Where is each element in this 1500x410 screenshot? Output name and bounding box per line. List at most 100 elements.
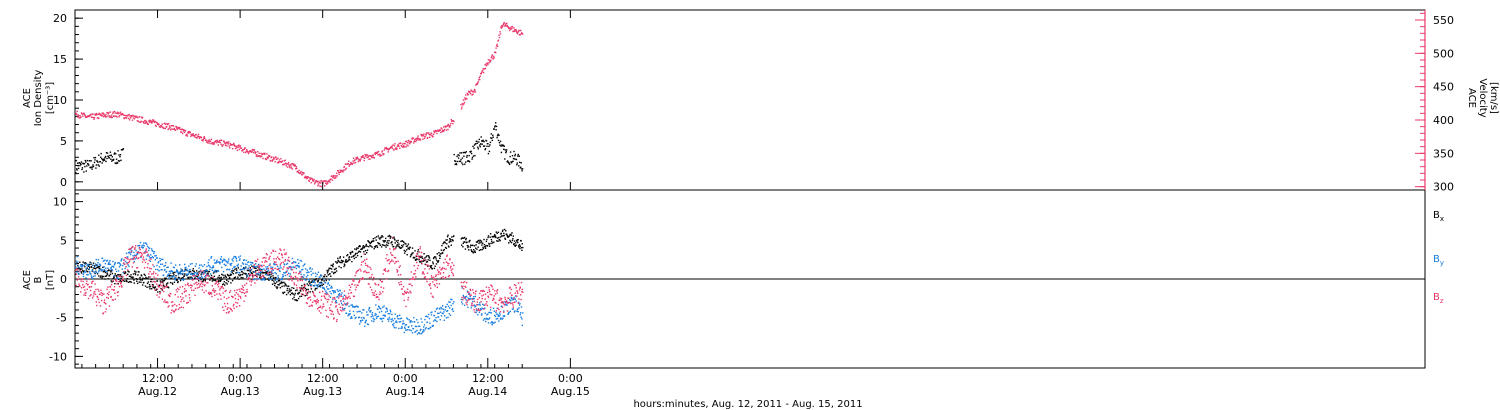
density-point xyxy=(490,137,492,139)
velocity-point xyxy=(243,151,245,153)
by-point xyxy=(243,269,246,271)
by-point xyxy=(387,320,390,322)
velocity-point xyxy=(405,140,408,142)
bx-point xyxy=(218,279,220,282)
velocity-point xyxy=(154,120,156,123)
bz-point xyxy=(502,302,505,304)
by-point xyxy=(366,323,369,325)
bx-point xyxy=(372,240,374,243)
bz-point xyxy=(423,273,425,275)
bz-point xyxy=(472,292,475,294)
by-point xyxy=(275,263,277,266)
velocity-point xyxy=(127,114,129,116)
velocity-point xyxy=(105,113,107,116)
by-point xyxy=(520,312,522,314)
by-point xyxy=(417,325,419,328)
bz-point xyxy=(287,267,289,270)
velocity-point xyxy=(427,136,429,139)
by-point xyxy=(301,269,303,271)
by-point xyxy=(98,263,101,265)
bx-point xyxy=(135,271,137,273)
bz-point xyxy=(111,299,114,301)
velocity-point xyxy=(285,165,287,167)
by-point xyxy=(506,304,508,306)
by-point xyxy=(385,311,387,313)
bz-point xyxy=(303,288,305,290)
bx-point xyxy=(241,273,244,276)
velocity-point xyxy=(173,127,176,130)
velocity-point xyxy=(182,130,185,132)
by-point xyxy=(182,279,185,281)
density-point xyxy=(85,161,87,163)
bz-point xyxy=(489,293,491,296)
by-point xyxy=(142,246,145,249)
by-point xyxy=(381,317,383,320)
bz-point xyxy=(359,268,361,270)
bx-point xyxy=(508,234,511,236)
velocity-point xyxy=(256,154,258,156)
bx-point xyxy=(320,281,322,283)
bz-point xyxy=(496,290,498,292)
bx-point xyxy=(293,287,295,289)
velocity-point xyxy=(270,159,272,162)
bx-point xyxy=(184,268,187,271)
velocity-point xyxy=(491,54,493,56)
by-point xyxy=(397,318,400,320)
velocity-point xyxy=(131,119,134,121)
bx-point xyxy=(154,286,157,288)
bz-point xyxy=(143,267,146,269)
bz-point xyxy=(506,302,508,304)
by-point xyxy=(372,315,374,317)
velocity-point xyxy=(76,110,78,113)
velocity-point xyxy=(217,140,219,143)
bx-point xyxy=(510,233,512,235)
bx-point xyxy=(324,274,326,276)
bz-point xyxy=(197,278,199,280)
velocity-point xyxy=(319,182,322,184)
velocity-point xyxy=(500,26,502,28)
by-point xyxy=(522,312,524,314)
bz-point xyxy=(99,293,101,296)
density-point xyxy=(101,162,103,164)
velocity-point xyxy=(82,115,84,117)
bz-point xyxy=(188,297,191,299)
by-point xyxy=(393,322,395,325)
velocity-point xyxy=(451,120,453,122)
bx-point xyxy=(387,235,389,238)
bx-point xyxy=(161,279,163,281)
bx-point xyxy=(271,283,274,285)
bz-point xyxy=(467,299,469,301)
by-point xyxy=(353,314,355,317)
by-point xyxy=(411,325,413,327)
legend-bx: Bx xyxy=(1433,210,1444,223)
bz-point xyxy=(495,310,497,312)
bz-point xyxy=(333,296,336,299)
bz-point xyxy=(280,249,282,251)
density-point xyxy=(481,143,483,145)
bx-point xyxy=(349,259,351,261)
velocity-point xyxy=(319,185,321,187)
by-point xyxy=(400,317,403,319)
by-point xyxy=(202,265,204,267)
by-point xyxy=(272,272,274,275)
by-point xyxy=(172,275,174,277)
velocity-point xyxy=(508,29,511,32)
by-point xyxy=(211,267,213,269)
by-point xyxy=(214,271,217,273)
bz-point xyxy=(166,301,168,303)
velocity-point xyxy=(286,163,288,165)
bx-point xyxy=(509,241,512,243)
bz-point xyxy=(206,282,208,284)
by-point xyxy=(499,318,502,320)
by-point xyxy=(91,277,94,280)
bx-point xyxy=(153,286,155,289)
density-point xyxy=(497,139,500,142)
bx-point xyxy=(399,246,401,248)
by-point xyxy=(246,275,249,278)
by-point xyxy=(230,264,232,267)
velocity-point xyxy=(276,158,278,160)
velocity-point xyxy=(98,117,100,120)
bz-point xyxy=(84,292,86,294)
density-point xyxy=(505,150,507,153)
by-point xyxy=(433,315,436,317)
